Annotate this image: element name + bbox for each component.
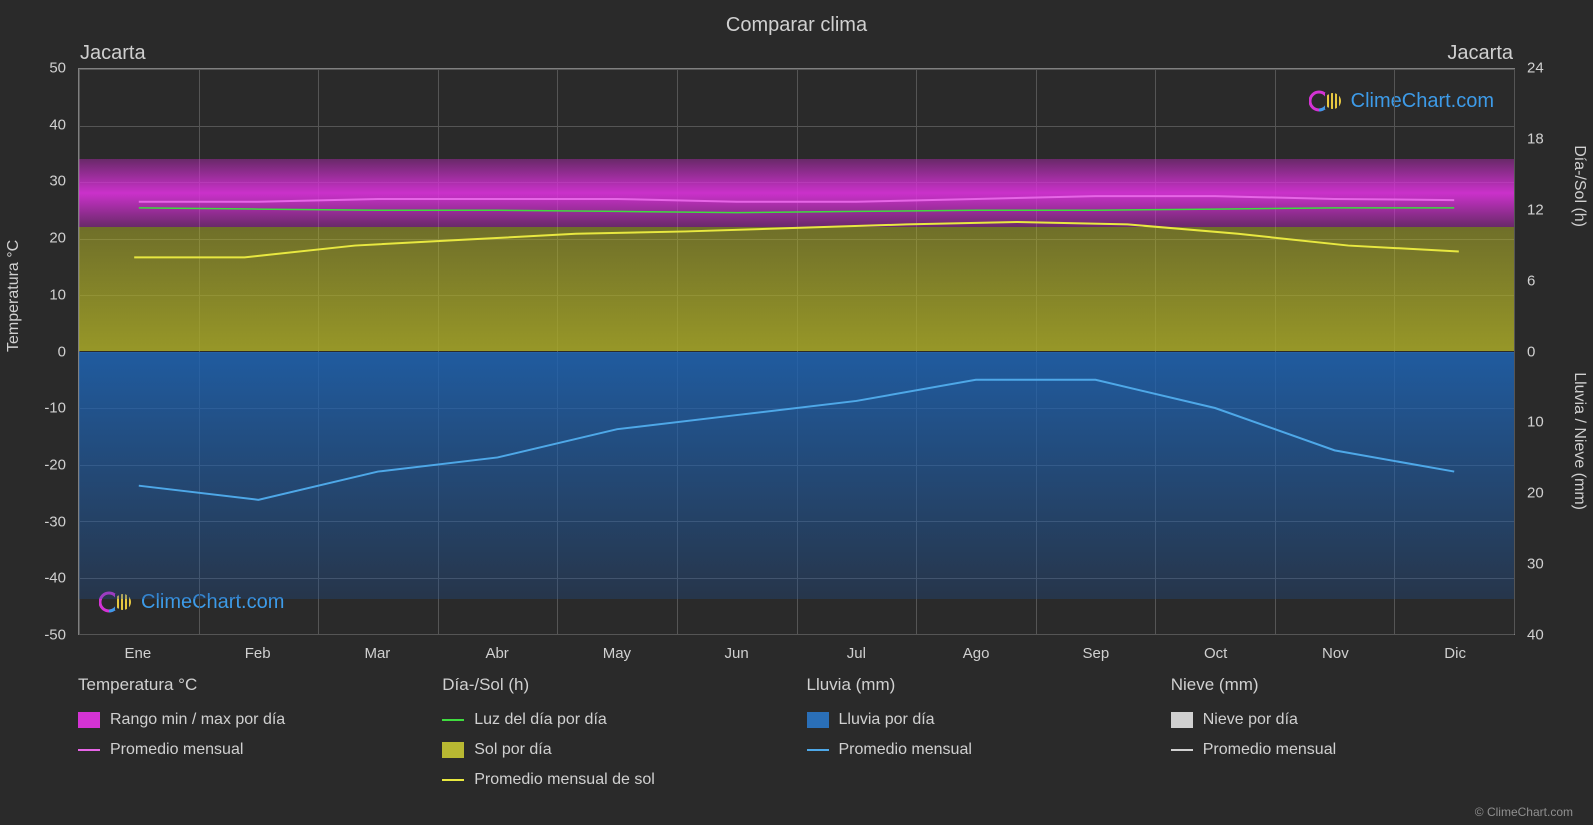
y-tick-left: 40: [49, 116, 66, 133]
y-tick-left: -30: [44, 513, 66, 530]
legend-swatch: [442, 742, 464, 758]
y-axis-right-bottom-label: Lluvia / Nieve (mm): [1570, 372, 1588, 510]
y-tick-right: 6: [1527, 272, 1535, 289]
legend-swatch: [442, 779, 464, 781]
legend-heading: Temperatura °C: [78, 675, 422, 695]
x-tick-month: Dic: [1444, 645, 1466, 662]
legend-item: Nieve por día: [1171, 711, 1515, 729]
x-tick-month: Nov: [1322, 645, 1349, 662]
legend-swatch: [807, 749, 829, 751]
legend-heading: Nieve (mm): [1171, 675, 1515, 695]
y-tick-right: 30: [1527, 556, 1544, 573]
legend-swatch: [442, 719, 464, 721]
x-tick-month: Abr: [485, 645, 508, 662]
x-tick-month: Ene: [125, 645, 152, 662]
legend-heading: Lluvia (mm): [807, 675, 1151, 695]
watermark-text: ClimeChart.com: [1351, 90, 1494, 113]
y-tick-left: -10: [44, 400, 66, 417]
legend-label: Promedio mensual: [839, 741, 972, 759]
x-axis: Ene Feb Mar Abr May Jun Jul Ago Sep Oct Nov Dic: [78, 641, 1515, 665]
y-tick-left: -50: [44, 627, 66, 644]
legend-swatch: [1171, 749, 1193, 751]
legend-swatch: [1171, 712, 1193, 728]
x-tick-month: Mar: [364, 645, 390, 662]
y-tick-left: 10: [49, 286, 66, 303]
y-tick-right: 0: [1527, 343, 1535, 360]
chart-title: Comparar clima: [0, 0, 1593, 37]
y-tick-left: 50: [49, 60, 66, 77]
legend-swatch: [807, 712, 829, 728]
legend-heading: Día-/Sol (h): [442, 675, 786, 695]
x-tick-month: Jun: [725, 645, 749, 662]
legend-label: Promedio mensual: [1203, 741, 1336, 759]
legend-label: Nieve por día: [1203, 711, 1298, 729]
legend-item: Rango min / max por día: [78, 711, 422, 729]
legend-label: Sol por día: [474, 741, 551, 759]
legend-label: Lluvia por día: [839, 711, 935, 729]
legend-item: Promedio mensual de sol: [442, 771, 786, 789]
location-label-left: Jacarta: [80, 42, 146, 65]
legend-label: Luz del día por día: [474, 711, 607, 729]
y-tick-left: 30: [49, 173, 66, 190]
x-tick-month: Ago: [963, 645, 990, 662]
climate-chart: Comparar clima Jacarta Jacarta ClimeChar…: [0, 0, 1593, 825]
legend-item: Promedio mensual: [807, 741, 1151, 759]
y-tick-right: 20: [1527, 485, 1544, 502]
legend-item: Luz del día por día: [442, 711, 786, 729]
y-tick-right: 10: [1527, 414, 1544, 431]
legend-column: Día-/Sol (h) Luz del día por día Sol por d…: [442, 675, 786, 815]
x-tick-month: May: [603, 645, 631, 662]
copyright-text: © ClimeChart.com: [1475, 805, 1573, 819]
y-tick-left: -40: [44, 570, 66, 587]
legend-swatch: [78, 749, 100, 751]
x-tick-month: Sep: [1083, 645, 1110, 662]
x-tick-month: Oct: [1204, 645, 1227, 662]
plot-area: ClimeChart.com ClimeChart.com: [78, 68, 1515, 635]
legend-item: Sol por día: [442, 741, 786, 759]
legend-label: Promedio mensual de sol: [474, 771, 655, 789]
legend: Temperatura °C Rango min / max por día Pro…: [78, 675, 1515, 815]
legend-column: Lluvia (mm) Lluvia por día Promedio mensua…: [807, 675, 1151, 815]
x-tick-month: Feb: [245, 645, 271, 662]
legend-label: Promedio mensual: [110, 741, 243, 759]
legend-label: Rango min / max por día: [110, 711, 285, 729]
y-axis-left-label: Temperatura °C: [5, 239, 23, 351]
y-tick-right: 12: [1527, 201, 1544, 218]
legend-item: Promedio mensual: [78, 741, 422, 759]
legend-item: Lluvia por día: [807, 711, 1151, 729]
y-axis-left: Temperatura °C 50403020100-10-20-30-40-5…: [0, 68, 74, 635]
y-axis-right-top-label: Día-/Sol (h): [1570, 145, 1588, 227]
legend-item: Promedio mensual: [1171, 741, 1515, 759]
y-tick-left: 20: [49, 230, 66, 247]
legend-column: Temperatura °C Rango min / max por día Pro…: [78, 675, 422, 815]
y-axis-right: Día-/Sol (h) Lluvia / Nieve (mm) 2418126…: [1519, 68, 1593, 635]
climechart-logo-icon: [1309, 89, 1345, 113]
y-tick-right: 24: [1527, 60, 1544, 77]
location-label-right: Jacarta: [1447, 42, 1513, 65]
x-tick-month: Jul: [847, 645, 866, 662]
y-tick-right: 40: [1527, 627, 1544, 644]
legend-swatch: [78, 712, 100, 728]
watermark-top: ClimeChart.com: [1309, 89, 1494, 113]
y-tick-right: 18: [1527, 130, 1544, 147]
legend-column: Nieve (mm) Nieve por día Promedio mensual: [1171, 675, 1515, 815]
y-tick-left: 0: [58, 343, 66, 360]
y-tick-left: -20: [44, 456, 66, 473]
